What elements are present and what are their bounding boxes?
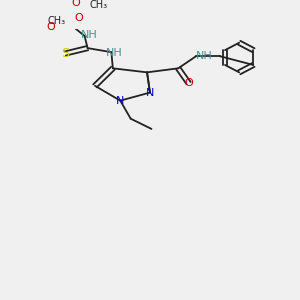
Text: NH: NH: [196, 51, 213, 61]
Text: N: N: [146, 88, 154, 98]
Text: S: S: [61, 47, 69, 60]
Text: NH: NH: [81, 30, 98, 40]
Text: CH₃: CH₃: [89, 0, 107, 10]
Text: O: O: [74, 13, 83, 23]
Text: NH: NH: [106, 49, 123, 58]
Text: N: N: [116, 96, 124, 106]
Text: O: O: [46, 22, 55, 32]
Text: O: O: [184, 78, 193, 88]
Text: O: O: [71, 0, 80, 8]
Text: CH₃: CH₃: [47, 16, 65, 26]
